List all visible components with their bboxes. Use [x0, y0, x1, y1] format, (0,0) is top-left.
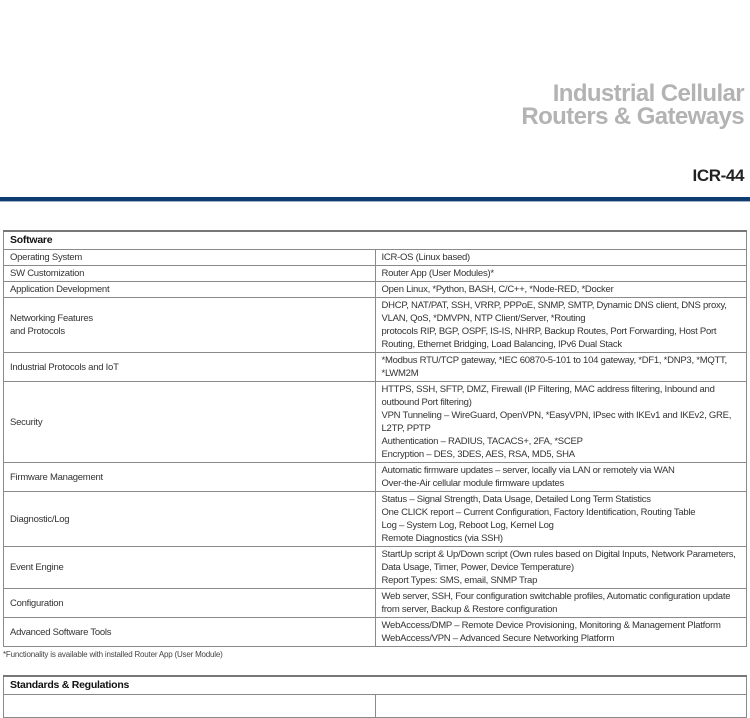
- table-row: Configuration Web server, SSH, Four confi…: [3, 588, 747, 618]
- row-value-text: Log – System Log, Reboot Log, Kernel Log: [381, 520, 554, 531]
- row-value-text: Web server, SSH, Four configuration swit…: [381, 591, 731, 615]
- row-value-text: Encryption – DES, 3DES, AES, RSA, MD5, S…: [381, 449, 576, 460]
- row-value-text: Automatic firmware updates – server, loc…: [381, 465, 675, 476]
- row-value-text: ICR-OS (Linux based): [381, 252, 471, 263]
- table-row: Networking Features and Protocols DHCP, NA…: [3, 297, 747, 353]
- software-heading: Software: [10, 234, 53, 246]
- table-row: Diagnostic/Log Status – Signal Strength, …: [3, 491, 747, 547]
- footnote: *Functionality is available with install…: [3, 650, 223, 659]
- table-row: Operating System ICR-OS (Linux based): [3, 249, 747, 266]
- row-value-text: Over-the-Air cellular module firmware up…: [381, 478, 565, 489]
- model-name: ICR-44: [692, 166, 745, 185]
- row-value-text: Open Linux, *Python, BASH, C/C++, *Node-…: [381, 284, 614, 295]
- table-row: Security HTTPS, SSH, SFTP, DMZ, Firewall …: [3, 381, 747, 463]
- row-label-text: Application Development: [10, 284, 110, 295]
- row-label-text: Diagnostic/Log: [10, 513, 70, 525]
- row-label: Operating System: [3, 249, 376, 266]
- row-value: Status – Signal Strength, Data Usage, De…: [374, 491, 747, 547]
- row-value: Open Linux, *Python, BASH, C/C++, *Node-…: [374, 281, 747, 298]
- row-label-text: Security: [10, 416, 43, 428]
- row-value: Router App (User Modules)*: [374, 265, 747, 282]
- row-value-text: StartUp script & Up/Down script (Own rul…: [381, 549, 736, 573]
- document-header: Industrial Cellular Routers & Gateways I…: [0, 0, 750, 230]
- row-label: Diagnostic/Log: [3, 491, 376, 547]
- row-label-text: Firmware Management: [10, 471, 103, 483]
- row-value-text: Report Types: SMS, email, SNMP Trap: [381, 575, 538, 586]
- row-value-text: Router App (User Modules)*: [381, 268, 495, 279]
- row-value: StartUp script & Up/Down script (Own rul…: [374, 546, 747, 589]
- row-label-text: Networking Features: [10, 313, 93, 324]
- row-value: Automatic firmware updates – server, loc…: [374, 462, 747, 492]
- table-row: Advanced Software Tools WebAccess/DMP – R…: [3, 617, 747, 647]
- row-label: SW Customization: [3, 265, 376, 282]
- row-value-text: VPN Tunneling – WireGuard, OpenVPN, *Eas…: [381, 410, 732, 434]
- table-row: Industrial Protocols and IoT *Modbus RTU/…: [3, 352, 747, 382]
- row-label-text: SW Customization: [10, 268, 85, 279]
- header-divider: [0, 197, 750, 202]
- row-label: Event Engine: [3, 546, 376, 589]
- row-value-text: WebAccess/DMP – Remote Device Provisioni…: [381, 620, 721, 631]
- row-value: Web server, SSH, Four configuration swit…: [374, 588, 747, 618]
- row-label: Industrial Protocols and IoT: [3, 352, 376, 382]
- row-label-text: Advanced Software Tools: [10, 626, 112, 638]
- row-value: WebAccess/DMP – Remote Device Provisioni…: [374, 617, 747, 647]
- row-value: *Modbus RTU/TCP gateway, *IEC 60870-5-10…: [374, 352, 747, 382]
- table-heading-row: Software: [3, 230, 747, 250]
- row-value: ICR-OS (Linux based): [374, 249, 747, 266]
- row-value: DHCP, NAT/PAT, SSH, VRRP, PPPoE, SNMP, S…: [374, 297, 747, 353]
- row-value-text: DHCP, NAT/PAT, SSH, VRRP, PPPoE, SNMP, S…: [381, 300, 727, 324]
- document-title: Industrial Cellular Routers & Gateways: [521, 80, 745, 130]
- row-label-text: Industrial Protocols and IoT: [10, 361, 119, 373]
- row-label-text: Operating System: [10, 252, 83, 263]
- standards-heading: Standards & Regulations: [10, 679, 130, 691]
- row-label-text: Event Engine: [10, 562, 64, 573]
- row-label: Networking Features and Protocols: [3, 297, 376, 353]
- table-row: Firmware Management Automatic firmware up…: [3, 462, 747, 492]
- software-table: Software Operating System ICR-OS (Linux b…: [3, 230, 747, 647]
- row-label: Security: [3, 381, 376, 463]
- row-value: HTTPS, SSH, SFTP, DMZ, Firewall (IP Filt…: [374, 381, 747, 463]
- table-row: Event Engine StartUp script & Up/Down scr…: [3, 546, 747, 589]
- table-row: SW Customization Router App (User Modules…: [3, 265, 747, 282]
- row-value-text: WebAccess/VPN – Advanced Secure Networki…: [381, 633, 615, 644]
- row-value-text: One CLICK report – Current Configuration…: [381, 507, 696, 518]
- row-label: Configuration: [3, 588, 376, 618]
- table-row: Application Development Open Linux, *Pyth…: [3, 281, 747, 298]
- row-label-text: Configuration: [10, 597, 64, 609]
- title-line-2: Routers & Gateways: [521, 103, 744, 130]
- row-value-text: Status – Signal Strength, Data Usage, De…: [381, 494, 652, 505]
- standards-table: Standards & Regulations: [3, 675, 747, 718]
- row-value-text: *Modbus RTU/TCP gateway, *IEC 60870-5-10…: [381, 355, 728, 379]
- row-label: Firmware Management: [3, 462, 376, 492]
- row-value-text: Remote Diagnostics (via SSH): [381, 533, 504, 544]
- row-label-text: and Protocols: [10, 326, 65, 337]
- row-value-text: Authentication – RADIUS, TACACS+, 2FA, *…: [381, 436, 583, 447]
- row-value-text: HTTPS, SSH, SFTP, DMZ, Firewall (IP Filt…: [381, 384, 715, 408]
- row-label: Application Development: [3, 281, 376, 298]
- title-line-1: Industrial Cellular: [552, 80, 745, 107]
- row-value-text: protocols RIP, BGP, OSPF, IS-IS, NHRP, B…: [381, 326, 717, 350]
- row-label: Advanced Software Tools: [3, 617, 376, 647]
